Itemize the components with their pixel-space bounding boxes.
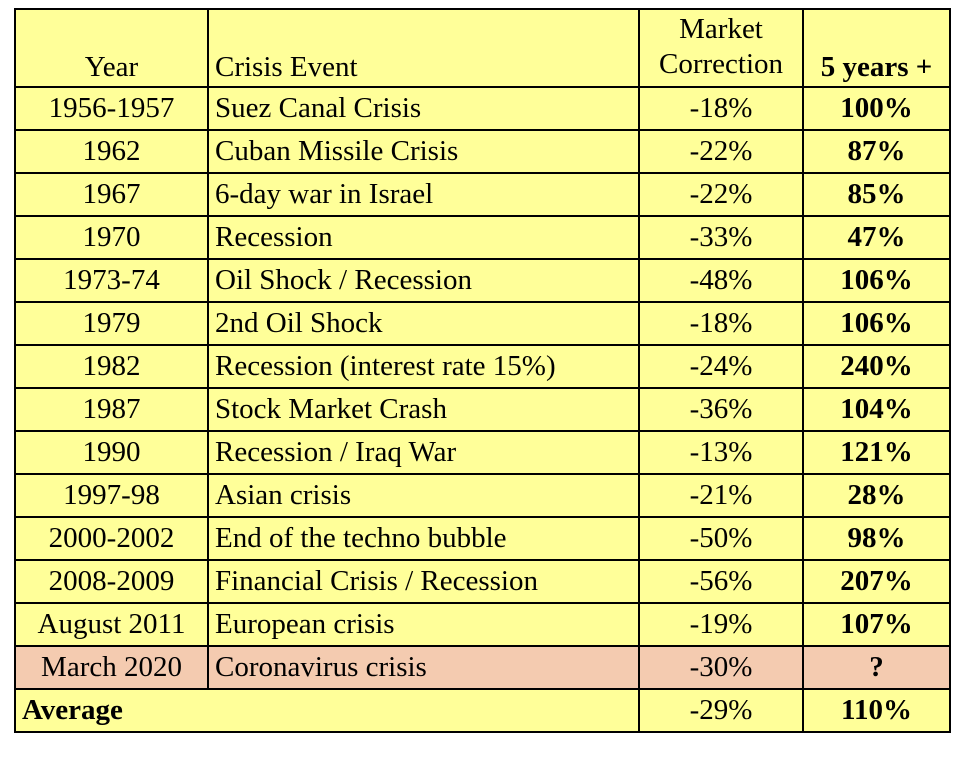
crisis-event-cell: Recession xyxy=(207,215,640,260)
average-label: Average xyxy=(14,688,640,733)
year-cell: 1987 xyxy=(14,387,209,432)
year-cell: 2000-2002 xyxy=(14,516,209,561)
crisis-table: Year Crisis Event Market Correction 5 yea… xyxy=(14,8,951,733)
header-market-correction-line1: Market xyxy=(679,13,763,46)
five-years-cell: 98% xyxy=(802,516,951,561)
five-years-cell: 106% xyxy=(802,301,951,346)
five-years-cell: 87% xyxy=(802,129,951,174)
market-correction-cell: -21% xyxy=(638,473,804,518)
crisis-event-cell: Financial Crisis / Recession xyxy=(207,559,640,604)
market-correction-cell: -18% xyxy=(638,301,804,346)
average-five-years: 110% xyxy=(802,688,951,733)
table-row: 1990 Recession / Iraq War -13% 121% xyxy=(14,430,951,475)
crisis-event-cell: European crisis xyxy=(207,602,640,647)
year-cell: 1970 xyxy=(14,215,209,260)
header-market-correction-line2: Correction xyxy=(658,48,783,81)
five-years-cell: 121% xyxy=(802,430,951,475)
header-crisis-event: Crisis Event xyxy=(207,8,640,88)
five-years-cell: 100% xyxy=(802,86,951,131)
crisis-event-cell: 2nd Oil Shock xyxy=(207,301,640,346)
five-years-cell: 47% xyxy=(802,215,951,260)
table-row: 1956-1957 Suez Canal Crisis -18% 100% xyxy=(14,86,951,131)
year-cell: 1982 xyxy=(14,344,209,389)
header-row: Year Crisis Event Market Correction 5 yea… xyxy=(14,8,951,88)
crisis-event-cell: Asian crisis xyxy=(207,473,640,518)
market-correction-cell: -22% xyxy=(638,172,804,217)
table-row: 2008-2009 Financial Crisis / Recession -… xyxy=(14,559,951,604)
table-row: 2000-2002 End of the techno bubble -50% … xyxy=(14,516,951,561)
crisis-event-cell: Recession / Iraq War xyxy=(207,430,640,475)
year-cell: 1979 xyxy=(14,301,209,346)
crisis-event-cell: Oil Shock / Recession xyxy=(207,258,640,303)
year-cell: 1967 xyxy=(14,172,209,217)
year-cell: 1962 xyxy=(14,129,209,174)
year-cell: 2008-2009 xyxy=(14,559,209,604)
table-row: 1997-98 Asian crisis -21% 28% xyxy=(14,473,951,518)
five-years-cell: 240% xyxy=(802,344,951,389)
five-years-cell: 106% xyxy=(802,258,951,303)
market-correction-cell: -48% xyxy=(638,258,804,303)
crisis-event-cell: Cuban Missile Crisis xyxy=(207,129,640,174)
crisis-event-cell: Stock Market Crash xyxy=(207,387,640,432)
crisis-event-cell: Suez Canal Crisis xyxy=(207,86,640,131)
five-years-cell: 207% xyxy=(802,559,951,604)
market-correction-cell: -24% xyxy=(638,344,804,389)
year-cell: 1997-98 xyxy=(14,473,209,518)
market-correction-cell: -18% xyxy=(638,86,804,131)
table-row: 1970 Recession -33% 47% xyxy=(14,215,951,260)
market-correction-cell: -30% xyxy=(638,645,804,690)
market-correction-cell: -36% xyxy=(638,387,804,432)
crisis-event-cell: 6-day war in Israel xyxy=(207,172,640,217)
market-correction-cell: -33% xyxy=(638,215,804,260)
year-cell: March 2020 xyxy=(14,645,209,690)
five-years-cell: ? xyxy=(802,645,951,690)
crisis-event-cell: End of the techno bubble xyxy=(207,516,640,561)
year-cell: 1973-74 xyxy=(14,258,209,303)
table-row: 1967 6-day war in Israel -22% 85% xyxy=(14,172,951,217)
average-market-correction: -29% xyxy=(638,688,804,733)
market-correction-cell: -22% xyxy=(638,129,804,174)
year-cell: 1990 xyxy=(14,430,209,475)
crisis-event-cell: Recession (interest rate 15%) xyxy=(207,344,640,389)
five-years-cell: 28% xyxy=(802,473,951,518)
header-market-correction: Market Correction xyxy=(638,8,804,88)
five-years-cell: 104% xyxy=(802,387,951,432)
average-row: Average -29% 110% xyxy=(14,688,951,733)
table-row: 1962 Cuban Missile Crisis -22% 87% xyxy=(14,129,951,174)
five-years-cell: 107% xyxy=(802,602,951,647)
table-row: 1987 Stock Market Crash -36% 104% xyxy=(14,387,951,432)
table-row: 1979 2nd Oil Shock -18% 106% xyxy=(14,301,951,346)
year-cell: 1956-1957 xyxy=(14,86,209,131)
table-row: August 2011 European crisis -19% 107% xyxy=(14,602,951,647)
market-correction-cell: -50% xyxy=(638,516,804,561)
year-cell: August 2011 xyxy=(14,602,209,647)
header-five-years: 5 years + xyxy=(802,8,951,88)
market-correction-cell: -13% xyxy=(638,430,804,475)
table-row: 1973-74 Oil Shock / Recession -48% 106% xyxy=(14,258,951,303)
market-correction-cell: -19% xyxy=(638,602,804,647)
five-years-cell: 85% xyxy=(802,172,951,217)
header-year: Year xyxy=(14,8,209,88)
table-body: Year Crisis Event Market Correction 5 yea… xyxy=(14,8,951,733)
market-correction-cell: -56% xyxy=(638,559,804,604)
table-row-highlighted: March 2020 Coronavirus crisis -30% ? xyxy=(14,645,951,690)
table-row: 1982 Recession (interest rate 15%) -24% … xyxy=(14,344,951,389)
crisis-event-cell: Coronavirus crisis xyxy=(207,645,640,690)
